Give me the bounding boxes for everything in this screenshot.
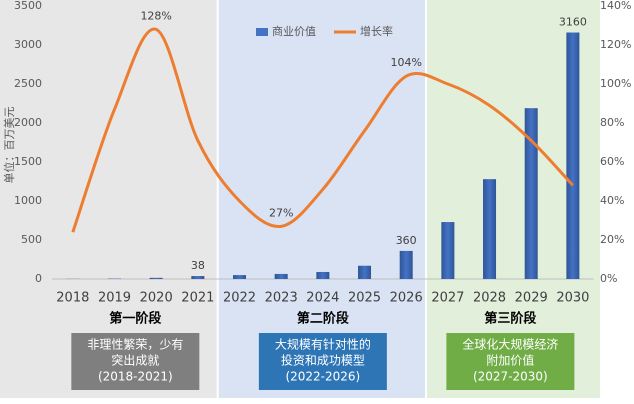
legend-swatch xyxy=(256,28,268,36)
line xyxy=(71,27,574,233)
x-tick-label: 2023 xyxy=(265,291,298,306)
y2-tick-label: 80% xyxy=(600,116,624,129)
bar xyxy=(524,108,538,280)
y-tick-label: 0 xyxy=(35,272,42,285)
bar xyxy=(191,276,205,279)
phase-text: 突出成就 xyxy=(111,353,159,368)
y-axis-title: 单位：百万美元 xyxy=(2,107,16,184)
y2-tick-label: 100% xyxy=(600,77,631,90)
phase-text: 附加价值 xyxy=(486,353,534,368)
bar-label: 38 xyxy=(191,259,205,272)
bar xyxy=(233,275,247,279)
bar xyxy=(399,250,413,279)
phase-title: 第二阶段 xyxy=(297,311,349,327)
x-tick-label: 2028 xyxy=(473,291,506,306)
y2-tick-label: 40% xyxy=(600,194,624,207)
x-tick-label: 2022 xyxy=(223,291,256,306)
bar xyxy=(483,179,497,279)
phase-box xyxy=(258,333,387,390)
phase-box xyxy=(71,333,200,390)
phase-background xyxy=(218,0,426,398)
y2-tick-label: 60% xyxy=(600,155,624,168)
line-label: 104% xyxy=(390,56,421,69)
phase-text: 大规模有针对性的 xyxy=(275,337,371,352)
x-tick-label: 2025 xyxy=(348,291,381,306)
bar xyxy=(274,273,288,279)
y-tick-label: 500 xyxy=(21,233,42,246)
x-tick-label: 2027 xyxy=(431,291,464,306)
x-tick-label: 2030 xyxy=(556,291,589,306)
y-tick-label: 2500 xyxy=(14,77,42,90)
line-label: 128% xyxy=(140,9,171,22)
y2-tick-label: 120% xyxy=(600,38,631,51)
phase-text: 投资和成功模型 xyxy=(281,353,365,368)
bar xyxy=(316,271,330,279)
y-tick-label: 2000 xyxy=(14,116,42,129)
phase-title: 第三阶段 xyxy=(484,311,536,327)
bar-label: 360 xyxy=(396,234,417,247)
phase-text: 全球化大规模经济 xyxy=(462,337,558,352)
x-tick-label: 2021 xyxy=(181,291,214,306)
bar xyxy=(441,222,455,279)
phase-text: (2022-2026) xyxy=(285,370,360,384)
x-tick-label: 2019 xyxy=(98,291,131,306)
x-tick-label: 2026 xyxy=(390,291,423,306)
phase-text: (2027-2030) xyxy=(473,370,548,384)
y-tick-label: 1500 xyxy=(14,155,42,168)
y-tick-label: 3000 xyxy=(14,38,42,51)
x-tick-label: 2024 xyxy=(306,291,339,306)
line-label: 27% xyxy=(269,206,293,219)
phase-text: (2018-2021) xyxy=(98,370,173,384)
bar-label: 3160 xyxy=(559,16,587,29)
phase-background xyxy=(0,0,217,398)
phase-text: 非理性繁荣，少有 xyxy=(87,337,183,352)
x-tick-label: 2020 xyxy=(140,291,173,306)
phase-title: 第一阶段 xyxy=(109,311,161,327)
y-tick-label: 3500 xyxy=(14,0,42,12)
phase-box xyxy=(446,333,575,390)
x-tick-label: 2018 xyxy=(56,291,89,306)
bar xyxy=(358,265,372,279)
legend-label: 商业价值 xyxy=(272,24,316,38)
y2-tick-label: 20% xyxy=(600,233,624,246)
x-tick-label: 2029 xyxy=(515,291,548,306)
bar xyxy=(149,277,163,279)
legend-label: 增长率 xyxy=(360,24,393,38)
y2-tick-label: 0% xyxy=(600,272,617,285)
y-tick-label: 1000 xyxy=(14,194,42,207)
bar xyxy=(566,32,580,279)
y2-tick-label: 140% xyxy=(600,0,631,12)
